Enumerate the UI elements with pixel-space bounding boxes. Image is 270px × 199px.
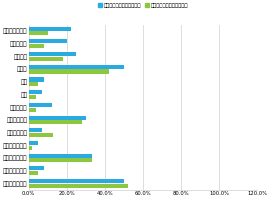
Bar [29, 57, 63, 61]
Bar [29, 128, 42, 132]
Bar [29, 90, 42, 94]
Bar [29, 39, 67, 43]
Bar [29, 166, 44, 171]
Bar [29, 31, 48, 35]
Bar [29, 141, 38, 145]
Legend: 日本を訪れたことがある人, 日本を訪れたことがない人: 日本を訪れたことがある人, 日本を訪れたことがない人 [95, 1, 190, 10]
Bar [29, 69, 109, 73]
Bar [29, 108, 36, 112]
Bar [29, 95, 36, 99]
Bar [29, 77, 44, 82]
Bar [29, 52, 76, 56]
Bar [29, 184, 128, 188]
Bar [29, 65, 124, 69]
Bar [29, 116, 86, 120]
Bar [29, 146, 32, 150]
Bar [29, 171, 38, 175]
Bar [29, 82, 38, 86]
Bar [29, 158, 92, 162]
Bar [29, 133, 53, 137]
Bar [29, 154, 92, 158]
Bar [29, 179, 124, 183]
Bar [29, 103, 52, 107]
Bar [29, 44, 44, 48]
Bar [29, 120, 82, 124]
Bar [29, 27, 70, 31]
